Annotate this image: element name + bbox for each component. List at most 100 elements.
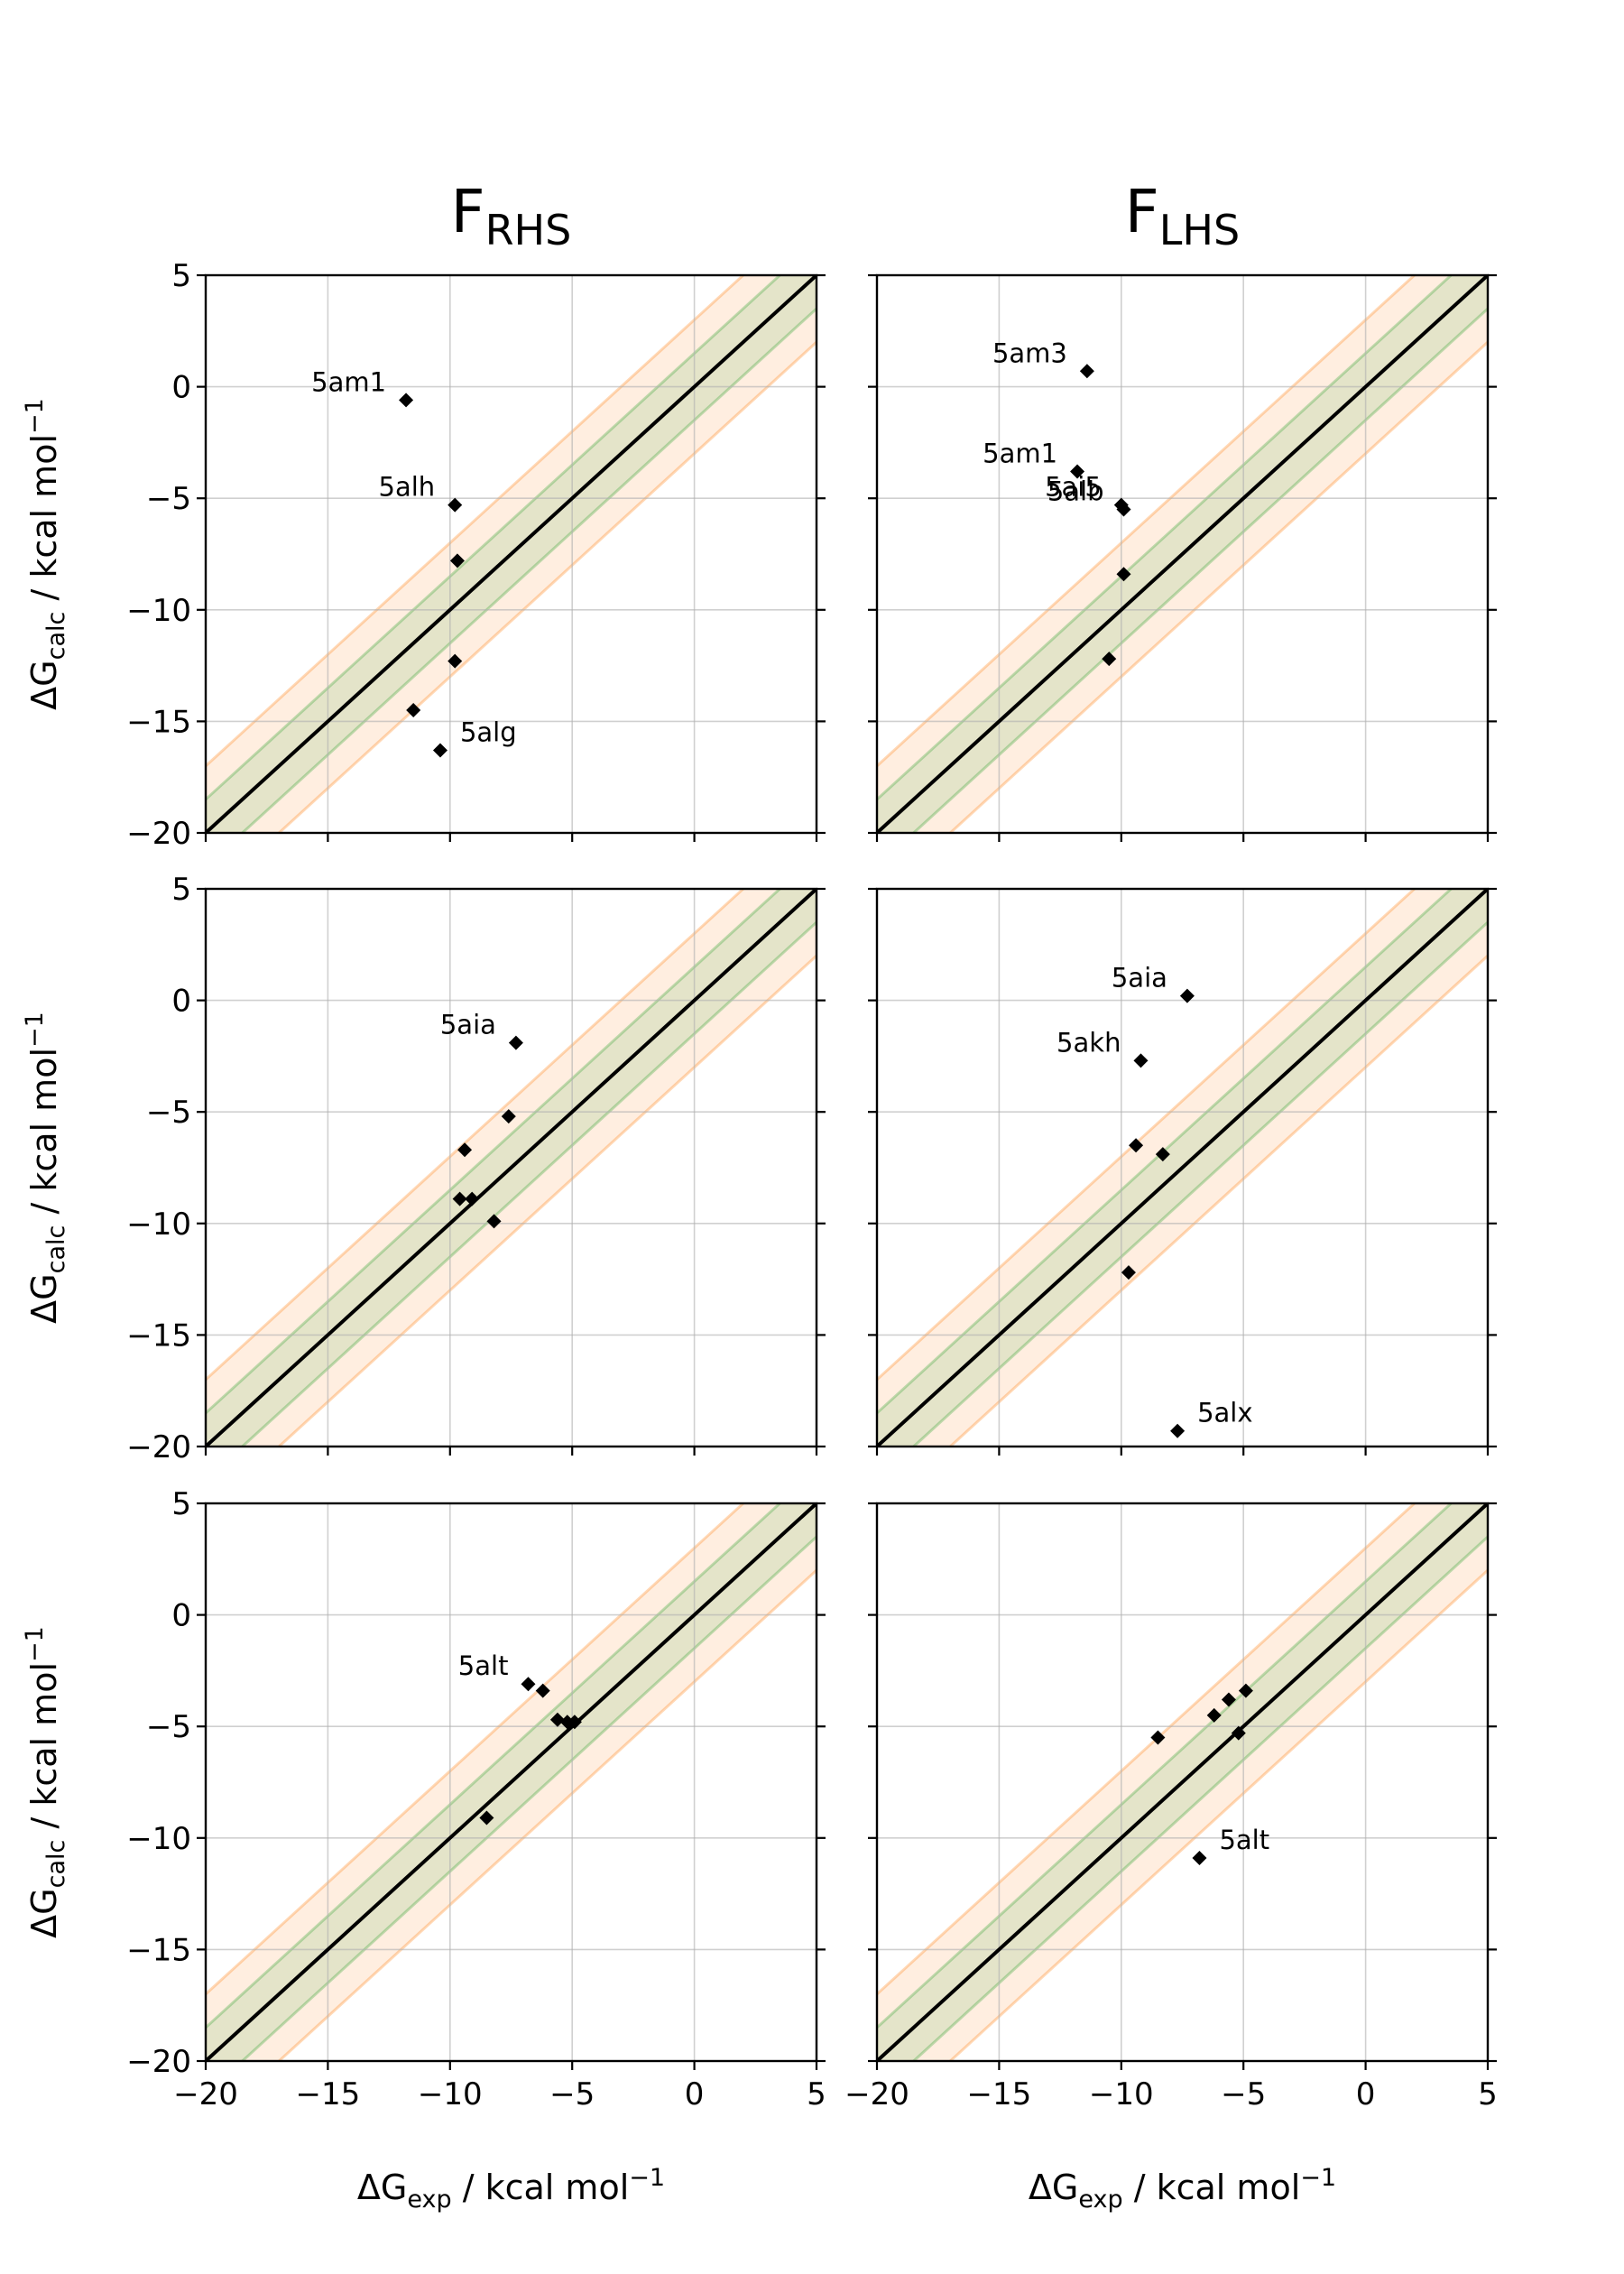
data-point [1102, 652, 1117, 667]
band-outer-lower-line [948, 1569, 1488, 2061]
y-tick-label: −15 [126, 1932, 191, 1968]
x-tick-label: −5 [549, 2076, 595, 2112]
y-axis-label-row-1: ΔGcalc / kcal mol−1 [21, 1012, 70, 1324]
data-point [448, 653, 463, 669]
band-inner-upper-line [206, 1503, 782, 2029]
band-inner-upper-line [877, 889, 1453, 1415]
panel-2-1: 5alt −20 −15 −10 −5 0 5 [844, 1502, 1498, 2112]
x-axis-label-col-1: ΔGexp / kcal mol−1 [1029, 2164, 1336, 2214]
y-tick-label: −5 [146, 1709, 191, 1745]
point-label: 5aia [1112, 963, 1167, 994]
plot-area [206, 275, 817, 833]
data-point [508, 1035, 523, 1050]
point-label: 5aia [440, 1010, 496, 1040]
identity-line [206, 889, 817, 1447]
x-tick-label: −20 [844, 2076, 909, 2112]
data-point [479, 1810, 494, 1826]
axes-frame [875, 887, 1490, 1448]
band-outer-upper-line [877, 275, 1416, 767]
x-axis-label-col-0: ΔGexp / kcal mol−1 [357, 2164, 665, 2214]
band-outer-upper-line [877, 889, 1416, 1381]
data-point [1221, 1692, 1236, 1707]
y-axis-label-row-0: ΔGcalc / kcal mol−1 [21, 398, 70, 710]
panel-2-0: 5alt −20−20 −15 −15 −10 −10 −5 −5 0 0 5 5 [126, 1486, 826, 2112]
band-outer-upper-line [206, 1503, 745, 1995]
y-tick-label: −15 [126, 1317, 191, 1354]
band-inner-upper-line [206, 275, 782, 801]
band-outer-lower-line [948, 955, 1488, 1447]
axes-frame [204, 887, 818, 1448]
data-point [549, 1712, 565, 1727]
data-point [1155, 1147, 1170, 1162]
data-point [1192, 1851, 1207, 1866]
data-point [1070, 464, 1085, 479]
x-tick-label: −15 [967, 2076, 1032, 2112]
band-inner-lower-line [911, 920, 1488, 1447]
point-label: 5alb [1047, 476, 1104, 507]
plot-area [206, 1503, 817, 2061]
band-outer-upper-line [206, 275, 745, 767]
band-inner-lower-line [240, 307, 817, 833]
data-point [559, 1715, 575, 1730]
plot-area [206, 889, 817, 1447]
data-point [1129, 1138, 1144, 1153]
y-tick-label: −20 [126, 1429, 191, 1465]
band-inner-lower-line [911, 1535, 1488, 2061]
y-tick-label: −10 [126, 1206, 191, 1243]
y-tick-label: 0 [171, 370, 191, 406]
y-tick-label: −15 [126, 704, 191, 740]
axes-frame [204, 273, 818, 835]
band-outer-lower-line [277, 341, 817, 833]
identity-line [877, 889, 1488, 1447]
band-inner-lower-line [240, 920, 817, 1447]
panel-0-0: 5am1 5alh 5alg −20 −15 −10 −5 0 5 [126, 258, 826, 852]
column-title-0: FRHS [451, 177, 572, 254]
data-point [1116, 567, 1131, 582]
band-inner-upper-line [877, 1503, 1453, 2029]
data-point [1116, 502, 1131, 517]
y-tick-label: 0 [171, 1598, 191, 1634]
data-point [399, 393, 414, 408]
data-point [1238, 1683, 1253, 1698]
x-tick-label: 5 [1478, 2076, 1498, 2112]
band-inner-upper-line [877, 275, 1453, 801]
identity-line [206, 275, 817, 833]
point-label: 5am1 [983, 439, 1057, 469]
y-tick-label: −5 [146, 481, 191, 517]
data-point [1133, 1053, 1149, 1068]
x-tick-label: −15 [296, 2076, 361, 2112]
axes-frame [875, 1502, 1490, 2063]
point-label: 5am3 [992, 337, 1067, 368]
point-label: 5alx [1197, 1398, 1252, 1428]
data-point [406, 703, 421, 718]
axes-frame [875, 273, 1490, 835]
point-label: 5am1 [311, 366, 386, 397]
data-point [1206, 1707, 1222, 1723]
point-label: 5ai5 [1045, 472, 1102, 503]
y-tick-label: −10 [126, 593, 191, 629]
y-tick-label: 5 [171, 258, 191, 294]
data-point [1179, 988, 1195, 1003]
panel-1-1: 5aia 5akh 5alx [868, 887, 1497, 1456]
data-point [567, 1715, 582, 1730]
band-outer-upper-line [206, 889, 745, 1381]
plot-area [877, 275, 1488, 833]
data-point [521, 1677, 536, 1692]
band-inner-lower-line [240, 1535, 817, 2061]
x-tick-label: −20 [173, 2076, 238, 2112]
data-point [457, 1142, 473, 1158]
panel-1-0: 5aia −20 −15 −10 −5 0 5 [126, 872, 826, 1465]
y-tick-label: 5 [171, 872, 191, 908]
band-outer-lower-line [277, 1569, 817, 2061]
plot-area [877, 1503, 1488, 2061]
point-label: 5alt [458, 1650, 509, 1681]
point-label: 5alh [379, 472, 436, 503]
band-inner-lower-line [911, 307, 1488, 833]
data-point [1150, 1730, 1166, 1745]
y-tick-label: −20 [126, 816, 191, 852]
y-tick-label: −10 [126, 1821, 191, 1857]
data-point [432, 743, 448, 758]
